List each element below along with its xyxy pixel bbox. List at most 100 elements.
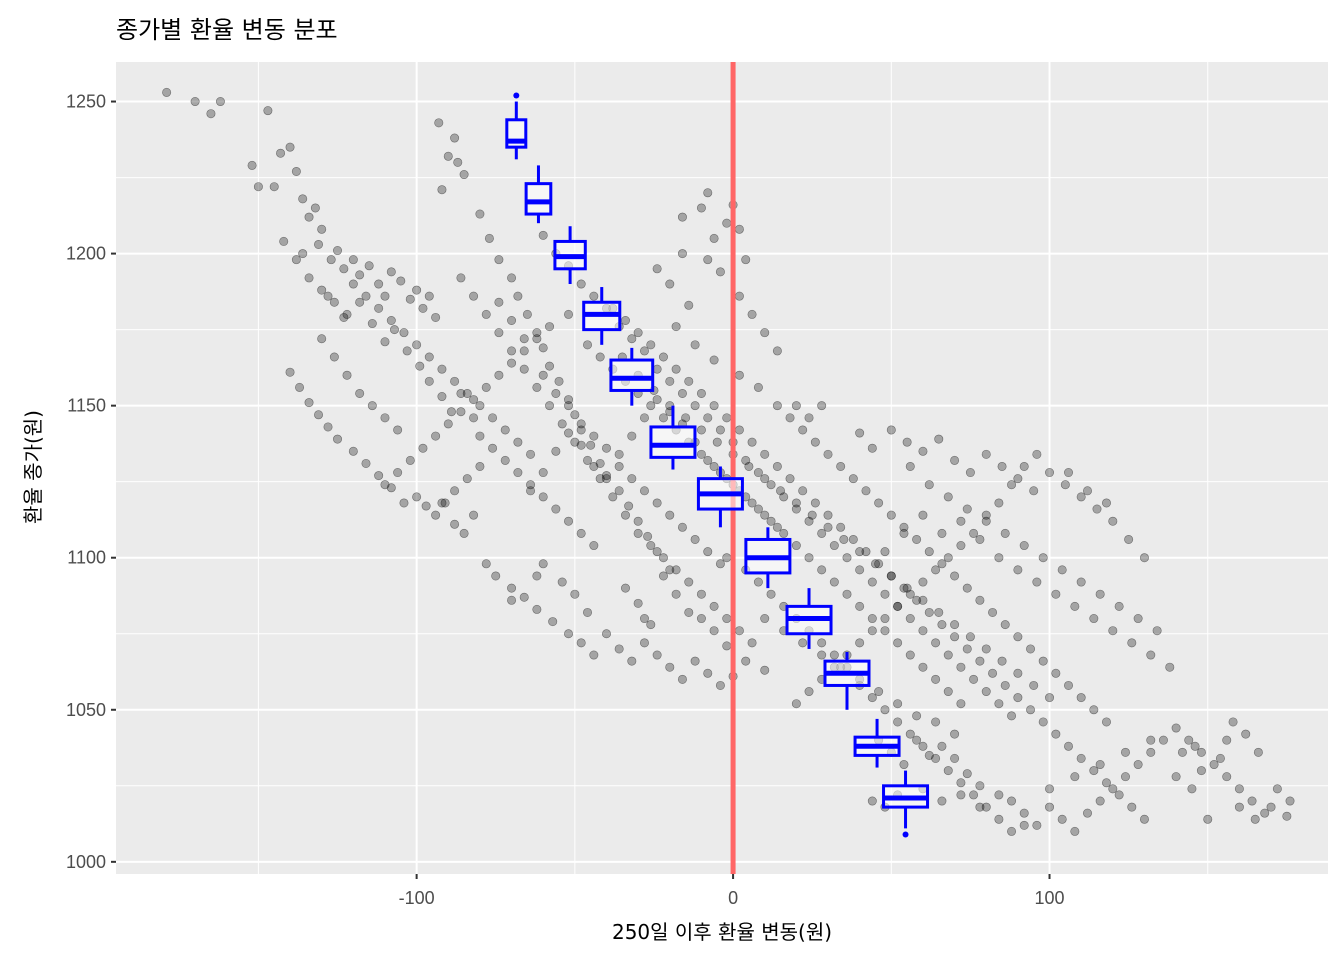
data-point — [665, 510, 675, 520]
data-point — [817, 565, 827, 575]
data-point — [760, 449, 770, 459]
data-point — [431, 510, 441, 520]
data-point — [1095, 796, 1105, 806]
data-point — [804, 413, 814, 423]
data-point — [348, 255, 358, 265]
data-point — [1013, 668, 1023, 678]
data-point — [586, 440, 596, 450]
data-point — [1019, 808, 1029, 818]
data-point — [513, 437, 523, 447]
data-point — [1089, 766, 1099, 776]
data-point — [817, 401, 827, 411]
data-point — [538, 230, 548, 240]
data-point — [557, 419, 567, 429]
data-point — [1196, 747, 1206, 757]
data-point — [741, 656, 751, 666]
data-point — [772, 346, 782, 356]
data-point — [943, 766, 953, 776]
data-point — [772, 401, 782, 411]
data-point — [677, 249, 687, 259]
data-point — [709, 601, 719, 611]
data-point — [994, 498, 1004, 508]
data-point — [931, 638, 941, 648]
data-point — [1064, 680, 1074, 690]
x-axis-ticks: -100 0 100 — [399, 874, 1065, 908]
data-point — [747, 498, 757, 508]
data-point — [722, 614, 732, 624]
data-point — [734, 291, 744, 301]
boxplot — [823, 651, 871, 710]
data-point — [295, 382, 305, 392]
data-point — [677, 388, 687, 398]
data-point — [934, 434, 944, 444]
data-point — [446, 407, 456, 417]
data-point — [893, 717, 903, 727]
data-point — [931, 565, 941, 575]
data-point — [671, 322, 681, 332]
data-point — [1158, 735, 1168, 745]
data-point — [1114, 790, 1124, 800]
data-point — [507, 346, 517, 356]
data-point — [589, 650, 599, 660]
data-point — [893, 699, 903, 709]
data-point — [355, 297, 365, 307]
data-point — [1045, 693, 1055, 703]
data-point — [314, 410, 324, 420]
data-point — [564, 401, 574, 411]
data-point — [367, 401, 377, 411]
data-point — [488, 443, 498, 453]
data-point — [677, 674, 687, 684]
data-point — [614, 486, 624, 496]
data-point — [804, 516, 814, 526]
data-point — [538, 468, 548, 478]
data-point — [1076, 492, 1086, 502]
data-point — [1108, 784, 1118, 794]
data-point — [633, 516, 643, 526]
data-point — [1215, 753, 1225, 763]
data-point — [950, 571, 960, 581]
data-point — [810, 437, 820, 447]
data-point — [874, 687, 884, 697]
data-point — [1000, 620, 1010, 630]
data-point — [956, 541, 966, 551]
data-point — [393, 425, 403, 435]
data-point — [215, 97, 225, 107]
data-point — [905, 614, 915, 624]
data-point — [481, 382, 491, 392]
data-point — [507, 273, 517, 283]
data-point — [475, 431, 485, 441]
data-point — [639, 413, 649, 423]
data-point — [709, 355, 719, 365]
data-point — [421, 501, 431, 511]
data-point — [333, 434, 343, 444]
data-point — [1187, 784, 1197, 794]
data-point — [994, 699, 1004, 709]
data-point — [722, 218, 732, 228]
data-point — [943, 553, 953, 563]
data-point — [462, 474, 472, 484]
data-point — [677, 212, 687, 222]
data-point — [418, 443, 428, 453]
data-point — [456, 388, 466, 398]
data-point — [494, 370, 504, 380]
data-point — [1095, 589, 1105, 599]
data-point — [665, 376, 675, 386]
data-point — [624, 501, 634, 511]
data-point — [1139, 553, 1149, 563]
data-point — [918, 510, 928, 520]
data-point — [545, 322, 555, 332]
data-point — [247, 160, 257, 170]
data-point — [361, 291, 371, 301]
data-point — [614, 644, 624, 654]
data-point — [671, 364, 681, 374]
data-point — [1007, 826, 1017, 836]
data-point — [386, 316, 396, 326]
data-point — [912, 534, 922, 544]
data-point — [918, 446, 928, 456]
data-point — [747, 309, 757, 319]
data-point — [665, 565, 675, 575]
data-point — [513, 468, 523, 478]
data-point — [703, 413, 713, 423]
data-point — [475, 209, 485, 219]
data-point — [570, 437, 580, 447]
